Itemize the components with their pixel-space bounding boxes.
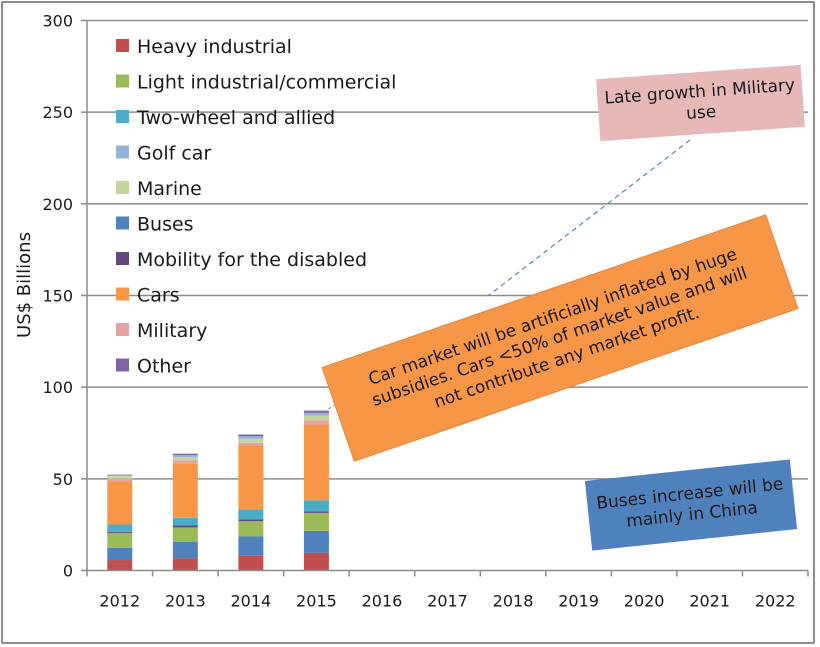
legend-label: Other (137, 356, 191, 378)
legend-label: Heavy industrial (137, 36, 292, 58)
y-axis-title: US$ Billions (14, 232, 35, 338)
bar-segment-light-industrial-commercial (172, 527, 198, 542)
bar-segment-cars (303, 424, 329, 501)
x-tick-label: 2016 (362, 592, 403, 611)
y-tick-label: 200 (42, 195, 73, 214)
bar-segment-mobility-for-the-disabled (238, 519, 264, 522)
bar-segment-military (172, 460, 198, 464)
bar-segment-golf-car (107, 475, 133, 477)
y-tick-label: 0 (63, 562, 73, 581)
bar-segment-marine (238, 438, 264, 443)
legend-swatch (116, 145, 129, 159)
annotation-military-text: Late growth in Military use (603, 75, 796, 125)
bar-segment-mobility-for-the-disabled (303, 511, 329, 513)
bar-segment-military (238, 442, 264, 446)
bar-segment-military (303, 420, 329, 425)
x-tick-label: 2020 (624, 592, 665, 611)
legend-swatch (116, 287, 129, 301)
bar-segment-heavy-industrial (238, 555, 264, 571)
y-tick-label: 100 (42, 378, 73, 397)
bar-segment-cars (107, 481, 133, 525)
legend-label: Golf car (137, 143, 211, 165)
bar-segment-heavy-industrial (107, 560, 133, 571)
x-tick-label: 2013 (165, 592, 206, 611)
x-tick-label: 2017 (427, 592, 468, 611)
bar-segment-other (107, 474, 133, 476)
legend-label: Two-wheel and allied (136, 107, 335, 129)
legend-label: Light industrial/commercial (137, 72, 396, 94)
x-tick-label: 2019 (558, 592, 599, 611)
military-callout-line (487, 139, 691, 297)
bar-segment-heavy-industrial (172, 558, 198, 571)
bar-segment-two-wheel-and-allied (238, 509, 264, 520)
y-tick-label: 250 (42, 103, 73, 122)
y-tick-label: 300 (42, 12, 73, 31)
axes (81, 19, 809, 577)
bar-segment-mobility-for-the-disabled (172, 525, 198, 528)
legend-label: Cars (137, 285, 180, 307)
bar-segment-buses (238, 536, 264, 556)
bar-segment-cars (238, 445, 264, 510)
bar-segment-military (107, 478, 133, 482)
legend-swatch (116, 323, 129, 336)
x-tick-label: 2015 (296, 592, 337, 611)
bar-segment-light-industrial-commercial (303, 512, 329, 531)
legend-swatch (116, 358, 129, 372)
bar-segment-other (238, 434, 264, 437)
bar-segment-two-wheel-and-allied (172, 517, 198, 526)
bar-segment-golf-car (238, 436, 264, 439)
legend-label: Buses (137, 214, 194, 236)
legend-label: Military (137, 320, 207, 342)
bar-segment-two-wheel-and-allied (303, 500, 329, 512)
y-tick-label: 50 (53, 470, 73, 489)
bar-segment-light-industrial-commercial (107, 532, 133, 548)
bar-segment-other (303, 410, 329, 413)
bar-segment-other (172, 453, 198, 456)
bar-segment-two-wheel-and-allied (107, 524, 133, 532)
bar-segment-marine (172, 457, 198, 461)
legend-swatch (116, 181, 129, 194)
legend-label: Marine (137, 178, 202, 200)
bar-segment-heavy-industrial (303, 552, 329, 571)
legend-swatch (116, 74, 129, 88)
x-tick-label: 2014 (231, 592, 272, 611)
bar-segment-marine (107, 476, 133, 479)
bar-segment-mobility-for-the-disabled (107, 531, 133, 533)
legend-swatch (116, 252, 129, 265)
legend-swatch (116, 216, 129, 230)
x-tick-label: 2018 (493, 592, 534, 611)
bars (107, 410, 329, 571)
y-tick-label: 150 (42, 287, 73, 306)
legend: Heavy industrial Light industrial/commerc… (116, 36, 396, 378)
y-tick-labels: 0 50 100 150 200 250 300 (42, 12, 73, 581)
bar-segment-buses (172, 541, 198, 559)
bar-segment-cars (172, 463, 198, 518)
bar-segment-marine (303, 415, 329, 421)
legend-swatch (116, 110, 129, 123)
legend-swatch (116, 39, 129, 52)
x-tick-label: 2021 (689, 592, 730, 611)
bar-segment-golf-car (303, 412, 329, 416)
x-tick-label: 2012 (99, 592, 140, 611)
bar-segment-buses (303, 530, 329, 553)
bar-segment-golf-car (172, 455, 198, 458)
bar-segment-light-industrial-commercial (238, 521, 264, 537)
x-tick-label: 2022 (755, 592, 796, 611)
x-tick-labels: 2012 2013 2014 2015 2016 2017 2018 2019 2020 2021… (99, 592, 795, 611)
bar-segment-buses (107, 547, 133, 561)
legend-label: Mobility for the disabled (137, 249, 367, 271)
annotation-buses-text: Buses increase will be mainly in China (595, 474, 785, 532)
